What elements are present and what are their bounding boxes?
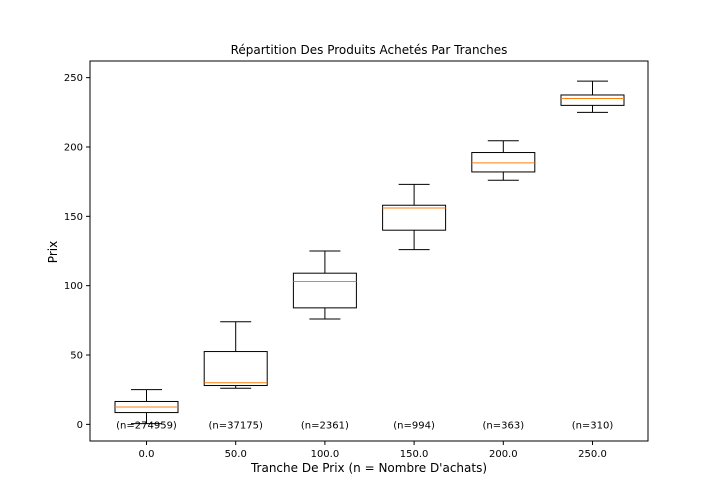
y-tick-label-150: 150 — [64, 212, 83, 223]
y-axis-title: Prix — [46, 241, 60, 263]
plot-border — [89, 60, 649, 442]
count-label-1: (n=37175) — [209, 421, 263, 432]
y-tick-label-250: 250 — [64, 73, 83, 84]
y-axis: 0 50 100 150 200 250 — [64, 73, 90, 431]
y-tick-label-50: 50 — [70, 351, 83, 362]
y-tick-label-0: 0 — [77, 420, 83, 431]
y-tick-label-200: 200 — [64, 142, 83, 153]
x-tick-label-1: 50.0 — [225, 449, 247, 460]
box-3 — [382, 183, 447, 251]
box-2 — [292, 250, 357, 320]
x-tick-label-2: 100.0 — [311, 449, 340, 460]
x-tick-label-3: 150.0 — [400, 449, 429, 460]
box-rect-5 — [560, 94, 625, 106]
boxes-group — [114, 80, 625, 425]
box-5 — [560, 80, 625, 113]
count-label-3: (n=994) — [393, 421, 435, 432]
x-tick-label-5: 250.0 — [578, 449, 607, 460]
box-rect-4 — [471, 152, 536, 173]
box-rect-3 — [382, 204, 447, 231]
count-labels-group: (n=274959) (n=37175) (n=2361) (n=994) (n=363… — [116, 421, 613, 432]
count-label-2: (n=2361) — [301, 421, 349, 432]
count-label-4: (n=363) — [482, 421, 524, 432]
box-1 — [203, 321, 268, 389]
x-axis: 0.0 50.0 100.0 150.0 200.0 250.0 — [139, 441, 607, 460]
box-rect-2 — [292, 272, 357, 309]
box-0 — [114, 389, 179, 425]
plot-area — [89, 60, 649, 442]
box-rect-1 — [203, 351, 268, 387]
count-label-0: (n=274959) — [116, 421, 177, 432]
y-tick-label-100: 100 — [64, 281, 83, 292]
chart-title: Répartition Des Produits Achetés Par Tra… — [231, 43, 508, 57]
box-4 — [471, 140, 536, 181]
x-tick-label-4: 200.0 — [489, 449, 518, 460]
count-label-5: (n=310) — [572, 421, 614, 432]
x-axis-title: Tranche De Prix (n = Nombre D'achats) — [250, 461, 487, 475]
x-tick-label-0: 0.0 — [139, 449, 155, 460]
